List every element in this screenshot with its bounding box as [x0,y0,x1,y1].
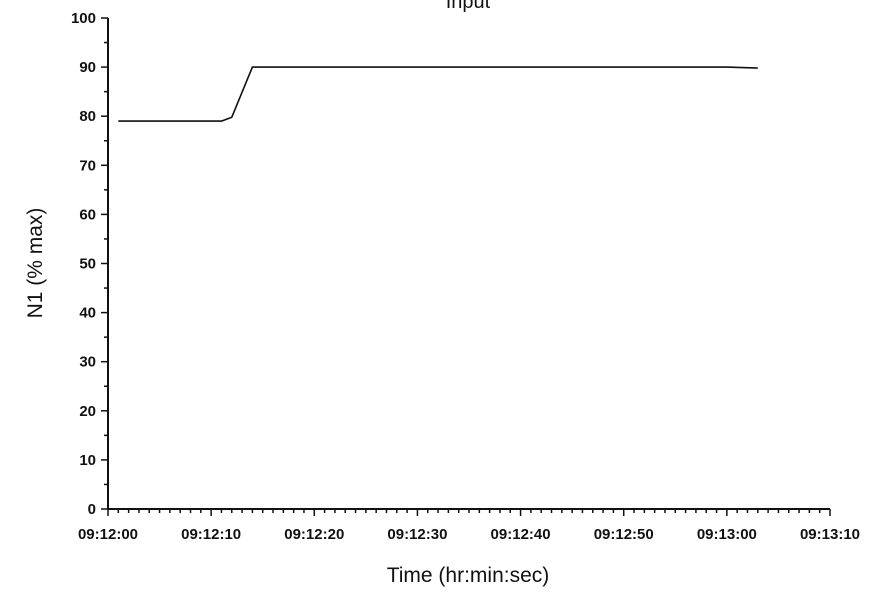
y-tick-label: 70 [79,157,96,174]
y-tick-label: 30 [79,354,96,371]
x-axis: 09:12:00 09:12:10 09:12:20 09:12:30 09:12:40… [78,508,860,543]
y-tick-label: 0 [88,501,96,518]
x-tick-label: 09:12:20 [284,526,344,543]
y-tick-label: 80 [79,108,96,125]
x-tick-label: 09:12:30 [387,526,447,543]
x-tick-label: 09:12:40 [491,526,551,543]
y-tick-label: 50 [79,256,96,273]
y-axis: 0 10 20 30 40 50 60 70 80 90 100 [71,10,109,518]
x-tick-label: 09:12:50 [594,526,654,543]
x-tick-label: 09:12:00 [78,526,138,543]
x-tick-label: 09:13:10 [800,526,860,543]
plot-area [118,66,758,122]
chart-title: Input [446,0,491,13]
y-tick-label: 10 [79,452,96,469]
y-axis-title: N1 (% max) [24,208,47,319]
y-tick-label: 40 [79,305,96,322]
x-tick-label: 09:12:10 [181,526,241,543]
x-tick-label: 09:13:00 [697,526,757,543]
x-axis-title: Time (hr:min:sec) [387,564,550,587]
y-tick-label: 20 [79,403,96,420]
y-tick-label: 100 [71,10,96,27]
y-tick-label: 60 [79,206,96,223]
y-tick-label: 90 [79,59,96,76]
series-line [118,66,758,122]
